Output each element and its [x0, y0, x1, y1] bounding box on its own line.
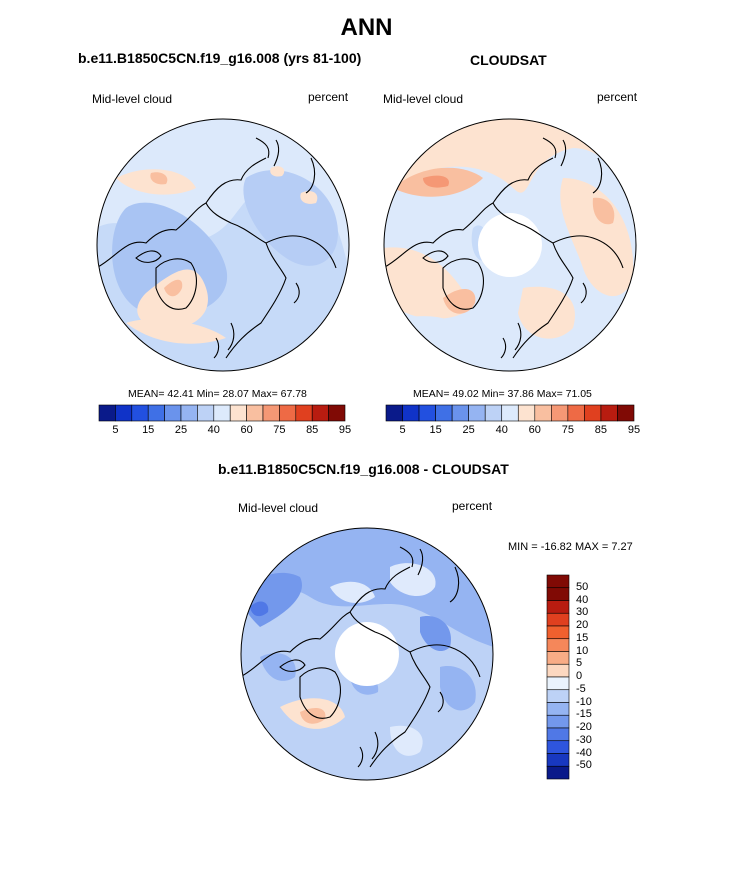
colorbar-swatch [418, 404, 436, 422]
colorbar-tick-label: 60 [528, 424, 541, 436]
colorbar-swatch [546, 574, 570, 589]
colorbar-swatch [328, 404, 346, 422]
colorbar-swatch [451, 404, 469, 422]
colorbar-tick-label: 75 [561, 424, 574, 436]
colorbar-swatch [213, 404, 231, 422]
colorbar-tick-label: 95 [627, 424, 641, 436]
panel-2-stats: MEAN= 49.02 Min= 37.86 Max= 71.05 [413, 388, 592, 400]
colorbar-tick-label: 60 [240, 424, 253, 436]
colorbar-tick-label: 5 [576, 657, 583, 670]
colorbar-tick-label: -10 [576, 695, 592, 708]
colorbar-swatch [262, 404, 280, 422]
colorbar-tick-label: 40 [576, 593, 589, 606]
colorbar-swatch [546, 638, 570, 652]
colorbar-tick-label: -50 [576, 759, 592, 772]
colorbar-tick-label: 40 [207, 424, 220, 436]
colorbar-swatch [546, 600, 570, 614]
panel-2-polar-map [383, 118, 637, 372]
colorbar-tick-label: 15 [429, 424, 442, 436]
colorbar-swatch [546, 625, 570, 640]
colorbar-swatch [246, 404, 264, 422]
panel-2-units-label: percent [597, 90, 638, 104]
diff-panel-colorbar-ticks: 50 40 30 20 15 10 5 0 -5 -10 -15 -20 -30 -40 -50 [576, 575, 606, 779]
colorbar-swatch [584, 404, 602, 422]
colorbar-swatch [546, 612, 570, 627]
diff-panel-stats: MIN = -16.82 MAX = 7.27 [508, 541, 633, 553]
colorbar-swatch [546, 689, 570, 703]
colorbar-tick-label: 15 [576, 631, 589, 644]
panel-2-variable-label: Mid-level cloud [383, 92, 464, 106]
colorbar-tick-label: 5 [112, 424, 119, 436]
colorbar-tick-label: -20 [576, 721, 592, 733]
colorbar-swatch [617, 404, 635, 422]
colorbar-swatch [147, 404, 165, 422]
colorbar-tick-label: -40 [576, 746, 592, 759]
colorbar-swatch [468, 404, 486, 422]
colorbar-tick-label: 75 [273, 424, 286, 436]
panel-1-colorbar [98, 404, 346, 422]
colorbar-swatch [546, 651, 570, 665]
colorbar-swatch [402, 404, 420, 422]
colorbar-tick-label: 10 [576, 644, 589, 657]
colorbar-swatch [600, 404, 618, 422]
colorbar-tick-label: 0 [576, 670, 583, 682]
colorbar-swatch [546, 727, 570, 742]
panel-1-polar-map [96, 118, 350, 372]
colorbar-swatch [534, 404, 552, 422]
colorbar-tick-label: 5 [399, 424, 406, 436]
colorbar-swatch [435, 404, 453, 422]
colorbar-tick-label: 20 [576, 619, 589, 631]
colorbar-swatch [517, 404, 536, 422]
panel-2-title: CLOUDSAT [470, 52, 547, 68]
panel-2-colorbar [385, 404, 635, 422]
colorbar-swatch [197, 404, 215, 422]
colorbar-tick-label: -5 [576, 682, 586, 695]
colorbar-swatch [546, 702, 570, 716]
colorbar-tick-label: -15 [576, 708, 592, 721]
colorbar-swatch [131, 404, 149, 422]
colorbar-swatch [501, 404, 519, 422]
diff-panel-colorbar [546, 574, 570, 780]
colorbar-swatch [546, 676, 570, 691]
diff-panel-polar-map [240, 527, 494, 781]
panel-1-title: b.e11.B1850C5CN.f19_g16.008 (yrs 81-100) [78, 50, 362, 66]
colorbar-swatch [546, 587, 570, 601]
colorbar-swatch [546, 753, 570, 767]
colorbar-swatch [546, 663, 570, 678]
colorbar-swatch [567, 404, 585, 422]
colorbar-swatch [279, 404, 297, 422]
colorbar-tick-label: 25 [462, 424, 475, 436]
colorbar-tick-label: -30 [576, 733, 592, 746]
colorbar-tick-label: 40 [495, 424, 508, 436]
panel-1-colorbar-ticks: 5 15 25 40 60 75 85 95 [99, 424, 351, 438]
panel-1-variable-label: Mid-level cloud [92, 92, 173, 106]
main-title: ANN [340, 14, 393, 41]
colorbar-swatch [546, 765, 570, 780]
colorbar-swatch [546, 740, 570, 754]
colorbar-swatch [385, 404, 403, 422]
colorbar-tick-label: 85 [306, 424, 319, 436]
colorbar-swatch [484, 404, 503, 422]
colorbar-tick-label: 95 [338, 424, 352, 436]
colorbar-swatch [551, 404, 569, 422]
diff-panel-variable-label: Mid-level cloud [238, 501, 319, 515]
colorbar-tick-label: 50 [576, 580, 589, 593]
colorbar-swatch [295, 404, 313, 422]
colorbar-tick-label: 85 [594, 424, 608, 436]
colorbar-tick-label: 15 [142, 424, 155, 436]
colorbar-tick-label: 30 [576, 606, 589, 619]
colorbar-swatch [229, 404, 247, 422]
diff-panel-units-label: percent [452, 499, 493, 513]
panel-1-units-label: percent [308, 90, 349, 104]
colorbar-swatch [164, 404, 182, 422]
colorbar-swatch [311, 404, 329, 422]
colorbar-swatch [98, 404, 116, 422]
colorbar-swatch [180, 404, 198, 422]
diff-panel-title: b.e11.B1850C5CN.f19_g16.008 - CLOUDSAT [218, 461, 509, 477]
panel-2-colorbar-ticks: 5 15 25 40 60 75 85 95 [386, 424, 640, 438]
colorbar-swatch [115, 404, 133, 422]
colorbar-swatch [546, 714, 570, 729]
colorbar-tick-label: 25 [174, 424, 188, 436]
panel-1-stats: MEAN= 42.41 Min= 28.07 Max= 67.78 [128, 388, 307, 400]
